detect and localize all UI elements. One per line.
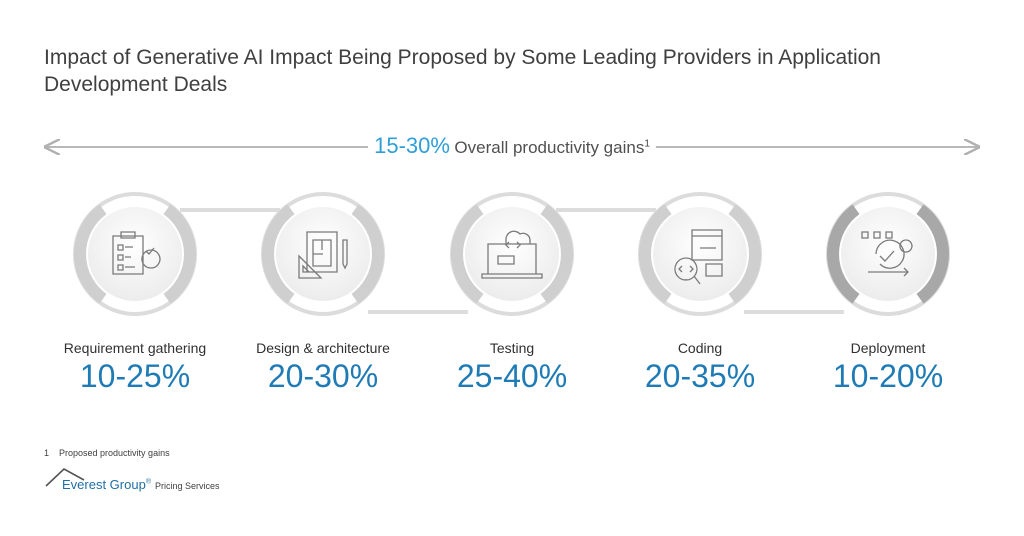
stage-name: Deployment [850, 340, 926, 356]
left-band [262, 204, 295, 304]
left-band [74, 204, 107, 304]
stage-requirement-gathering: Requirement gathering 10-25% [35, 340, 235, 395]
footnote-ref: 1 [644, 138, 650, 150]
registered-mark: ® [145, 478, 151, 486]
stage-testing: Testing 25-40% [412, 340, 612, 395]
footnote: 1 Proposed productivity gains [44, 448, 170, 458]
clipboard-checklist-gear-icon [112, 231, 161, 275]
inner-circle [465, 207, 559, 301]
right-band [351, 204, 384, 304]
stage-value: 20-35% [644, 358, 756, 394]
stage-deployment: Deployment 10-20% [788, 340, 988, 395]
mountain-logo-icon [45, 468, 85, 487]
stage-value: 20-30% [267, 358, 379, 394]
brand-suffix: Pricing Services [155, 481, 220, 491]
stage-coding: Coding 20-35% [600, 340, 800, 395]
page-title: Impact of Generative AI Impact Being Pro… [44, 46, 881, 96]
connectors [180, 208, 844, 314]
overall-gain-label: Overall productivity gains [454, 138, 645, 157]
overall-gain: 15-30% Overall productivity gains1 [0, 133, 1024, 159]
stage-value: 10-25% [79, 358, 191, 394]
stage-name: Testing [489, 340, 535, 356]
stage-name: Coding [677, 340, 723, 356]
cycle-gear-check-icon [861, 231, 913, 277]
stage-node-3 [450, 192, 574, 316]
monitor-code-magnifier-icon [674, 229, 723, 285]
inner-circle [653, 207, 747, 301]
right-band [916, 204, 949, 304]
overall-gain-value: 15-30% [374, 133, 450, 158]
inner-circle [88, 207, 182, 301]
laptop-cloud-code-icon [481, 230, 543, 279]
stage-value: 25-40% [456, 358, 568, 394]
stage-value: 10-20% [832, 358, 944, 394]
stage-node-5 [826, 192, 950, 316]
stage-node-2 [261, 192, 385, 316]
right-band [540, 204, 573, 304]
stage-name: Requirement gathering [63, 340, 207, 356]
footnote-text: Proposed productivity gains [59, 448, 170, 458]
brand-logo: Everest Group® Pricing Services [44, 466, 220, 493]
right-band [728, 204, 761, 304]
left-band [827, 204, 860, 304]
inner-circle [841, 207, 935, 301]
stage-design-architecture: Design & architecture 20-30% [223, 340, 423, 395]
right-band [163, 204, 196, 304]
blueprint-ruler-pencil-icon [298, 231, 348, 279]
stage-node-4 [638, 192, 762, 316]
left-band [639, 204, 672, 304]
stage-name: Design & architecture [256, 340, 390, 356]
left-band [451, 204, 484, 304]
brand-name: Everest Group [62, 477, 146, 492]
stage-node-1 [73, 192, 197, 316]
footnote-number: 1 [44, 448, 50, 458]
